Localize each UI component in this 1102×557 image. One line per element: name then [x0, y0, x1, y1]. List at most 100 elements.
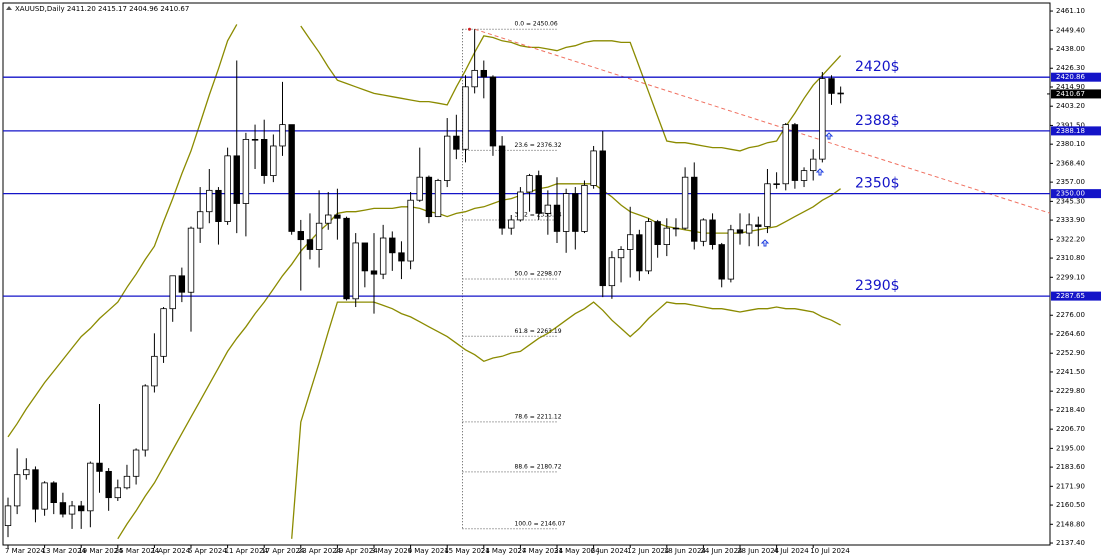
candle-body — [810, 158, 817, 172]
candle-body — [297, 231, 304, 241]
fib-label: 100.0 = 2146.07 — [515, 520, 566, 527]
y-tick-label: 2264.60 — [1056, 330, 1085, 338]
fib-marker — [468, 27, 471, 31]
candle-body — [736, 229, 744, 234]
candle-body — [343, 217, 350, 300]
plot-area: 0.0 = 2450.06 23.6 = 2376.32 38.2 = 2333.9… — [3, 21, 1050, 540]
candle-body — [764, 183, 771, 227]
y-tick-label: 2299.10 — [1056, 273, 1085, 281]
y-tick-label: 2241.50 — [1056, 368, 1085, 376]
candle-body — [13, 474, 21, 507]
candle-body — [114, 487, 121, 499]
y-tick-label: 2380.10 — [1056, 140, 1085, 148]
candle-body — [681, 176, 689, 229]
candle-body — [325, 214, 332, 224]
signal-arrow — [760, 239, 770, 247]
level-annotation: 2390$ — [855, 278, 900, 294]
candle-body — [663, 227, 670, 245]
candle-body — [553, 204, 561, 232]
y-tick-label: 2461.10 — [1056, 7, 1085, 15]
candle-body — [105, 470, 112, 499]
candle-body — [288, 124, 295, 232]
y-tick-label: 2148.80 — [1056, 520, 1085, 528]
x-tick-label: 13 Mar 2024 — [42, 547, 87, 555]
candle-body — [828, 78, 835, 94]
x-tick-label: 15 May 2024 — [444, 547, 490, 555]
signal-arrow — [824, 132, 834, 140]
candle-body — [608, 257, 616, 287]
x-tick-label: 3 May 2024 — [371, 547, 413, 555]
candle-body — [315, 222, 323, 250]
level-annotation: 2388$ — [855, 113, 900, 129]
candle-body — [535, 175, 542, 214]
y-tick-label: 2183.60 — [1056, 463, 1085, 471]
y-tick-label: 2171.90 — [1056, 482, 1085, 490]
candle-body — [215, 189, 222, 222]
x-tick-label: 17 Apr 2024 — [261, 547, 305, 555]
candle-body — [755, 224, 762, 227]
candle-body — [544, 204, 552, 214]
candle-body — [379, 237, 387, 275]
y-tick-label: 2438.00 — [1056, 45, 1085, 53]
x-tick-label: 25 Mar 2024 — [115, 547, 160, 555]
candle-body — [59, 502, 67, 515]
trend-line — [474, 28, 1050, 214]
candle-body — [123, 475, 131, 489]
candle-body — [453, 135, 460, 150]
candle-body — [361, 242, 369, 272]
candle-body — [480, 69, 487, 78]
candle-body — [654, 221, 661, 245]
candle-body — [270, 145, 277, 176]
candle-body — [773, 183, 780, 185]
candle-body — [645, 221, 652, 272]
candle-body — [508, 219, 515, 229]
level-axis-label: 2420.86 — [1056, 73, 1085, 81]
fib-label: 0.0 = 2450.06 — [515, 21, 558, 28]
candle-body — [617, 249, 625, 259]
x-tick-label: 5 Apr 2024 — [188, 547, 227, 555]
x-tick-label: 31 May 2024 — [554, 547, 600, 555]
candle-body — [517, 191, 524, 221]
candle-body — [434, 180, 442, 218]
x-tick-label: 4 Jul 2024 — [774, 547, 810, 555]
level-axis-label: 2388.18 — [1056, 127, 1085, 135]
x-tick-label: 23 Apr 2024 — [298, 547, 342, 555]
candle-body — [87, 462, 94, 512]
fib-label: 38.2 = 2333.94 — [515, 212, 562, 219]
y-tick-label: 2403.20 — [1056, 102, 1085, 110]
candle-body — [443, 135, 451, 181]
candle-body — [425, 176, 433, 218]
y-tick-label: 2229.80 — [1056, 387, 1085, 395]
x-tick-label: 11 Apr 2024 — [225, 547, 269, 555]
candle-body — [636, 234, 643, 272]
level-annotation: 2350$ — [855, 176, 900, 192]
candle-body — [142, 385, 149, 451]
y-tick-label: 2276.00 — [1056, 311, 1085, 319]
x-tick-label: 21 May 2024 — [481, 547, 527, 555]
candle-body — [800, 170, 808, 181]
candle-body — [627, 234, 634, 250]
candle-body — [370, 270, 378, 275]
x-tick-label: 18 Jun 2024 — [664, 547, 707, 555]
candle-body — [581, 185, 588, 232]
x-tick-label: 28 Jun 2024 — [737, 547, 780, 555]
candle-body — [782, 124, 789, 185]
y-tick-label: 2357.00 — [1056, 178, 1085, 186]
x-tick-label: 6 Jun 2024 — [591, 547, 629, 555]
candle-body — [160, 308, 167, 357]
candle-body — [672, 227, 680, 230]
candle-body — [187, 227, 195, 293]
candle-body — [169, 275, 176, 310]
candle-body — [837, 92, 844, 95]
x-tick-label: 24 Jun 2024 — [700, 547, 743, 555]
candle-body — [416, 176, 423, 201]
candle-body — [178, 275, 186, 293]
candle-body — [700, 219, 707, 242]
level-annotation: 2420$ — [855, 59, 900, 75]
x-tick-label: 1 Apr 2024 — [151, 547, 190, 555]
candle-body — [745, 224, 753, 234]
candle-body — [389, 237, 396, 254]
level-axis-box — [1051, 189, 1101, 199]
candle-body — [590, 150, 597, 186]
